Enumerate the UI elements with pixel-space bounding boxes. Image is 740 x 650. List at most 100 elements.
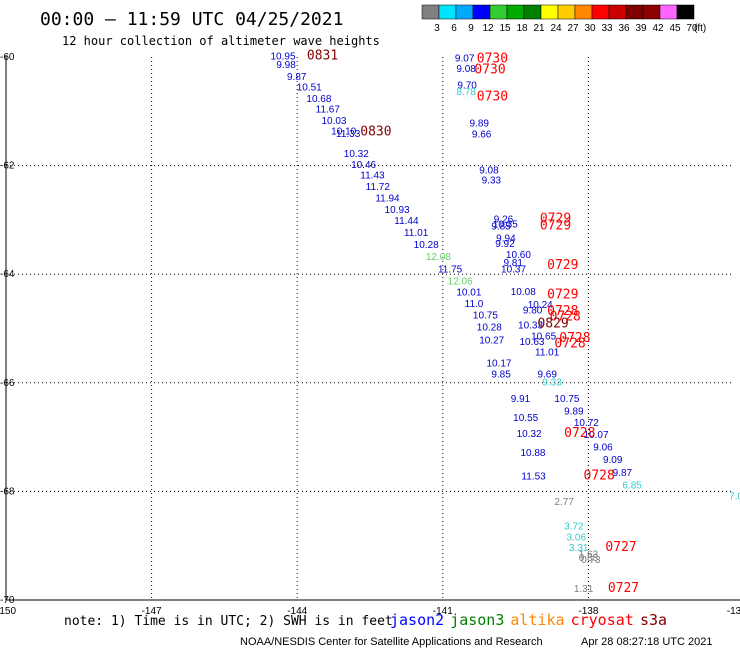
pass-time-label: 0729 [540, 219, 571, 234]
wave-height-label: 9.89 [469, 119, 489, 130]
x-tick-label: -144 [287, 606, 307, 617]
wave-height-label: 3.72 [564, 521, 584, 532]
wave-height-label: 10.93 [385, 205, 410, 216]
pass-time-label: 0831 [307, 49, 338, 64]
x-tick-label: -150 [0, 606, 16, 617]
color-swatch [642, 4, 661, 20]
wave-height-label: 10.24 [528, 300, 553, 311]
wave-height-label: 11.01 [535, 348, 560, 359]
pass-time-label: 0728 [584, 468, 615, 483]
wave-height-label: 9.81 [503, 258, 523, 269]
wave-height-label: 10.63 [519, 337, 544, 348]
wave-height-label: 9.85 [491, 369, 511, 380]
color-scale-tick: 12 [482, 23, 494, 34]
wave-height-label: 9.07 [455, 53, 475, 64]
wave-height-label: 10.27 [479, 336, 504, 347]
wave-height-label: 9.70 [457, 80, 477, 91]
wave-height-label: 10.17 [486, 359, 511, 370]
color-scale-tick: 9 [468, 23, 474, 34]
y-tick-label: -70 [0, 595, 15, 606]
wave-height-label: 2.77 [554, 497, 574, 508]
pass-time-label: 0730 [474, 62, 505, 77]
pass-time-label: 0728 [554, 337, 585, 352]
wave-height-label: 10.37 [501, 265, 526, 276]
credit-text: NOAA/NESDIS Center for Satellite Applica… [240, 636, 543, 648]
chart-subtitle: 12 hour collection of altimeter wave hei… [62, 34, 380, 48]
wave-height-label: 9.06 [593, 443, 613, 454]
wave-height-label: 9.85 [491, 222, 511, 233]
wave-height-label: 10.35 [493, 220, 518, 231]
color-scale-tick: 3 [434, 23, 440, 34]
pass-time-label: 0730 [477, 51, 508, 66]
wave-height-label: 9.91 [511, 394, 531, 405]
x-tick-label: -138 [578, 606, 598, 617]
pass-time-label: 0730 [477, 89, 508, 104]
wave-height-label: 10.33 [518, 321, 543, 332]
wave-height-label: 9.08 [456, 64, 476, 75]
wave-height-label: 10.65 [531, 331, 556, 342]
wave-height-label: 9.33 [482, 176, 502, 187]
color-scale-tick: 21 [533, 23, 545, 34]
wave-height-label: 1.63 [579, 550, 599, 561]
pass-time-label: 0830 [360, 125, 391, 140]
x-tick-label: -141 [433, 606, 453, 617]
satellite-legend: jason2 jason3 altika cryosat s3a [390, 611, 667, 629]
pass-time-label: 0729 [540, 212, 571, 227]
color-swatch [455, 4, 474, 20]
wave-height-label: 10.10 [331, 127, 356, 138]
wave-height-label: 11.33 [336, 129, 361, 140]
satellite-legend-jason3: jason3 [450, 611, 504, 629]
color-swatch [591, 4, 610, 20]
x-tick-label: -147 [142, 606, 162, 617]
axis-tick-labels: -150 -147 -144 -141 -138 -13 -60 -62 -64 -66 -68 -7… [0, 52, 740, 617]
wave-height-label: 11.67 [316, 104, 341, 115]
wave-height-label: 10.07 [584, 430, 609, 441]
wave-height-label: 10.46 [351, 160, 376, 171]
wave-height-label: 10.95 [271, 52, 296, 63]
timestamp-text: Apr 28 08:27:18 UTC 2021 [581, 636, 712, 648]
color-swatch [676, 4, 695, 20]
wave-height-label: 9.92 [495, 239, 515, 250]
wave-height-label: 9.87 [613, 468, 633, 479]
color-swatch [625, 4, 644, 20]
pass-time-label: 0728 [547, 304, 578, 319]
wave-height-label: 10.68 [306, 94, 331, 105]
color-scale-unit: (ft) [694, 23, 706, 34]
y-tick-label: -64 [0, 269, 15, 280]
wave-height-label: 8.78 [456, 87, 476, 98]
color-swatch [557, 4, 576, 20]
wave-height-label: 9.80 [523, 305, 543, 316]
wave-height-label: 10.28 [414, 240, 439, 251]
color-swatch [438, 4, 457, 20]
wave-height-label: 10.28 [477, 323, 502, 334]
color-scale-tick: 70 [686, 23, 698, 34]
color-swatch [659, 4, 678, 20]
pass-time-label: 0829 [537, 316, 568, 331]
wave-height-label: 0.73 [581, 555, 601, 566]
wave-height-label: 11.53 [521, 471, 546, 482]
wave-height-label: 12.06 [448, 277, 473, 288]
wave-height-label: 1.31 [574, 584, 594, 595]
color-swatch [523, 4, 542, 20]
plot-area [5, 55, 740, 601]
color-scale-tick: 36 [618, 23, 630, 34]
color-swatch [421, 4, 440, 20]
wave-height-label: 9.26 [494, 215, 514, 226]
wave-height-label: 9.09 [603, 455, 623, 466]
color-scale-bar [421, 4, 695, 20]
wave-height-label: 9.87 [287, 72, 307, 83]
pass-time-label: 0728 [564, 426, 595, 441]
wave-height-label: 11.0 [465, 299, 484, 310]
y-tick-label: -60 [0, 52, 15, 63]
pass-time-label: 0728 [550, 309, 581, 324]
wave-height-label: 11.72 [366, 182, 391, 193]
pass-time-label: 0729 [547, 288, 578, 303]
wave-height-label: 3.31 [569, 543, 589, 554]
wave-height-label: 11.75 [438, 265, 463, 276]
wave-height-label: 7.0 [729, 492, 740, 503]
color-scale-tick: 33 [601, 23, 613, 34]
wave-height-label: 9.94 [496, 234, 516, 245]
wave-height-label: 10.55 [513, 413, 538, 424]
footer-note: note: 1) Time is in UTC; 2) SWH is in fe… [64, 614, 393, 629]
